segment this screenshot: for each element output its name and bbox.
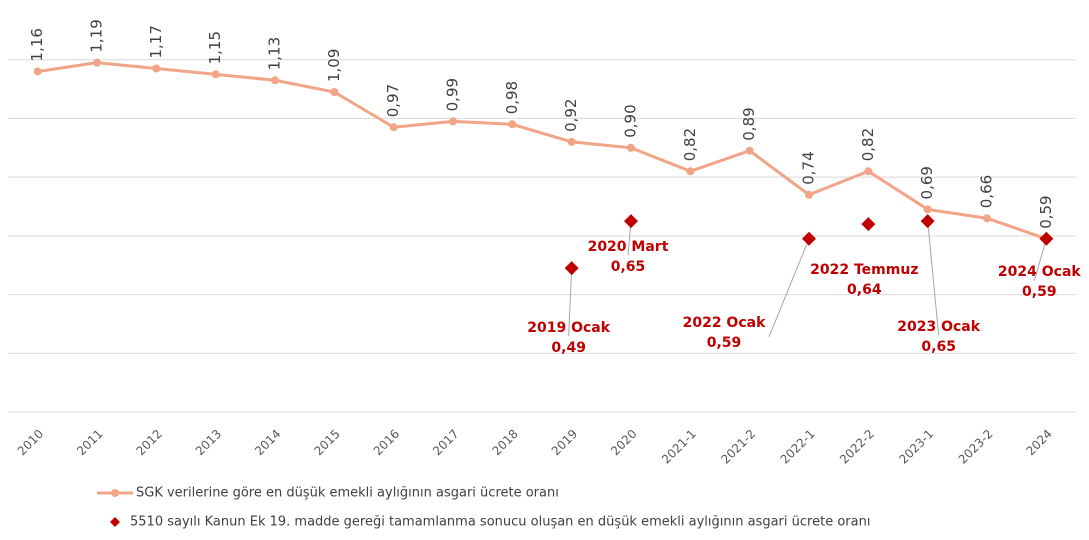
annotation-label: 2023 Ocak	[897, 319, 980, 335]
legend-marker	[111, 489, 119, 497]
line-point	[627, 143, 635, 152]
x-tick-label: 2023-2	[956, 427, 996, 467]
data-label: 1,15	[206, 31, 224, 64]
line-point	[389, 123, 398, 132]
line-point	[686, 167, 695, 176]
line-point	[211, 70, 220, 79]
diamond-marker	[624, 214, 638, 229]
x-tick-label: 2015	[311, 427, 342, 458]
data-label: 1,16	[28, 28, 46, 61]
legend-label: SGK verilerine göre en düşük emekli aylı…	[136, 486, 559, 501]
annotation-value: 0,65	[921, 339, 956, 355]
x-tick-label: 2018	[489, 427, 520, 458]
data-label: 1,13	[266, 37, 284, 70]
annotation-value: 0,59	[1022, 284, 1057, 300]
x-tick-label: 2012	[133, 427, 164, 458]
data-label: 0,97	[384, 84, 402, 117]
data-label: 0,89	[740, 107, 758, 140]
line-point	[567, 137, 576, 146]
data-label: 0,59	[1037, 195, 1055, 228]
x-tick-label: 2024	[1023, 427, 1054, 458]
diamond-marker	[861, 217, 876, 232]
data-label: 0,90	[622, 104, 640, 137]
leader-line	[568, 268, 573, 337]
x-tick-label: 2010	[15, 427, 46, 458]
line-point	[449, 117, 457, 126]
annotation-value: 0,64	[847, 282, 882, 298]
data-label: 0,99	[444, 78, 462, 111]
annotation-label: 2022 Ocak	[683, 315, 766, 331]
line-point	[33, 67, 42, 76]
annotation-label: 2019 Ocak	[527, 320, 610, 336]
line-point	[508, 120, 517, 129]
data-label: 0,82	[859, 128, 877, 161]
data-label: 0,69	[918, 166, 936, 199]
x-tick-label: 2014	[252, 427, 283, 458]
line-point	[152, 64, 161, 73]
annotation-label: 2020 Mart	[588, 239, 669, 255]
line-point	[271, 76, 279, 85]
data-label: 1,09	[325, 49, 343, 82]
x-tick-label: 2023-1	[896, 427, 936, 467]
line-point	[805, 190, 813, 199]
line-point	[330, 88, 339, 97]
x-tick-label: 2021-1	[659, 427, 699, 467]
annotation-value: 0,59	[707, 335, 742, 351]
diamond-marker	[802, 231, 816, 246]
data-label: 1,19	[88, 19, 106, 52]
x-tick-label: 2020	[608, 427, 639, 458]
leader-line	[927, 221, 940, 336]
line-point	[745, 146, 754, 155]
x-tick-label: 2011	[74, 427, 105, 458]
line-point	[864, 167, 873, 176]
x-tick-label: 2017	[430, 427, 461, 458]
annotation-value: 0,65	[611, 259, 646, 275]
annotation-label: 2024 Ocak	[998, 264, 1081, 280]
line-point	[923, 205, 932, 214]
x-tick-label: 2019	[549, 427, 580, 458]
line-series	[37, 61, 1047, 241]
line-point	[983, 214, 991, 223]
x-tick-label: 2022-2	[837, 427, 877, 467]
x-tick-label: 2016	[371, 427, 402, 458]
diamond-marker	[920, 214, 935, 229]
x-tick-label: 2022-1	[778, 427, 818, 467]
data-label: 0,74	[800, 151, 818, 184]
annotation-label: 2022 Temmuz	[810, 262, 918, 278]
data-label: 0,98	[503, 81, 521, 114]
data-label: 0,92	[562, 99, 580, 132]
x-tick-label: 2013	[193, 427, 224, 458]
leader-line	[1033, 238, 1047, 281]
diamond-marker	[1039, 231, 1054, 246]
annotation-value: 0,49	[551, 340, 586, 356]
data-label: 0,66	[978, 175, 996, 208]
data-label: 1,17	[147, 25, 165, 58]
legend-marker	[110, 517, 120, 527]
x-tick-label: 2021-2	[718, 427, 758, 467]
data-label: 0,82	[681, 128, 699, 161]
line-point	[93, 58, 101, 67]
leader-line	[768, 238, 810, 337]
diamond-marker	[564, 261, 579, 276]
legend-label: 5510 sayılı Kanun Ek 19. madde gereği ta…	[130, 515, 870, 530]
